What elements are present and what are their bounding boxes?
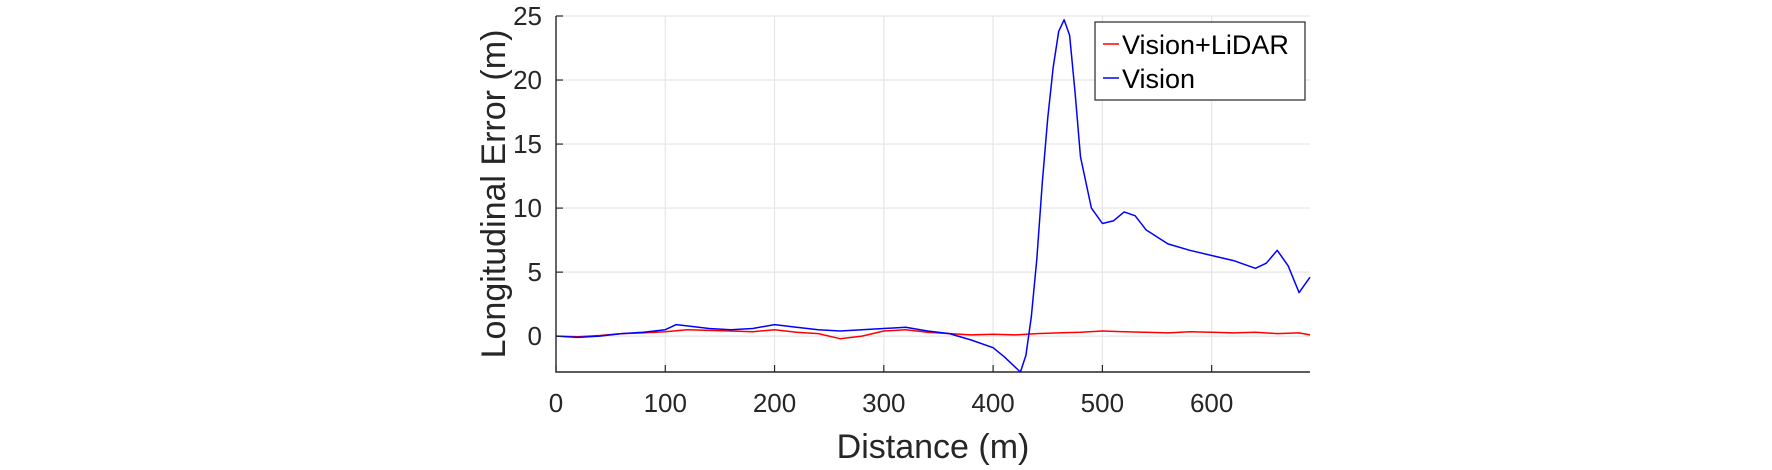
x-tick-label: 300 <box>862 388 905 418</box>
x-tick-label: 100 <box>644 388 687 418</box>
y-tick-label: 20 <box>513 65 542 95</box>
x-axis-label: Distance (m) <box>837 428 1030 466</box>
series-line-vision <box>555 19 1311 373</box>
legend: Vision+LiDAR Vision <box>1094 21 1306 101</box>
y-tick-label: 0 <box>528 321 542 351</box>
legend-label: Vision+LiDAR <box>1122 30 1289 60</box>
ticks-layer: 0 100 200 300 400 500 600 0 5 10 15 20 25 <box>513 1 1233 418</box>
y-tick-label: 10 <box>513 193 542 223</box>
x-tick-label: 0 <box>549 388 563 418</box>
x-tick-label: 200 <box>753 388 796 418</box>
x-tick-label: 400 <box>971 388 1014 418</box>
y-tick-label: 15 <box>513 129 542 159</box>
series-layer <box>555 19 1311 373</box>
y-axis-label: Longitudinal Error (m) <box>475 30 513 359</box>
x-tick-label: 600 <box>1190 388 1233 418</box>
x-tick-label: 500 <box>1081 388 1124 418</box>
y-tick-label: 25 <box>513 1 542 31</box>
legend-box <box>1094 21 1306 101</box>
legend-label: Vision <box>1122 64 1195 94</box>
y-tick-label: 5 <box>528 257 542 287</box>
